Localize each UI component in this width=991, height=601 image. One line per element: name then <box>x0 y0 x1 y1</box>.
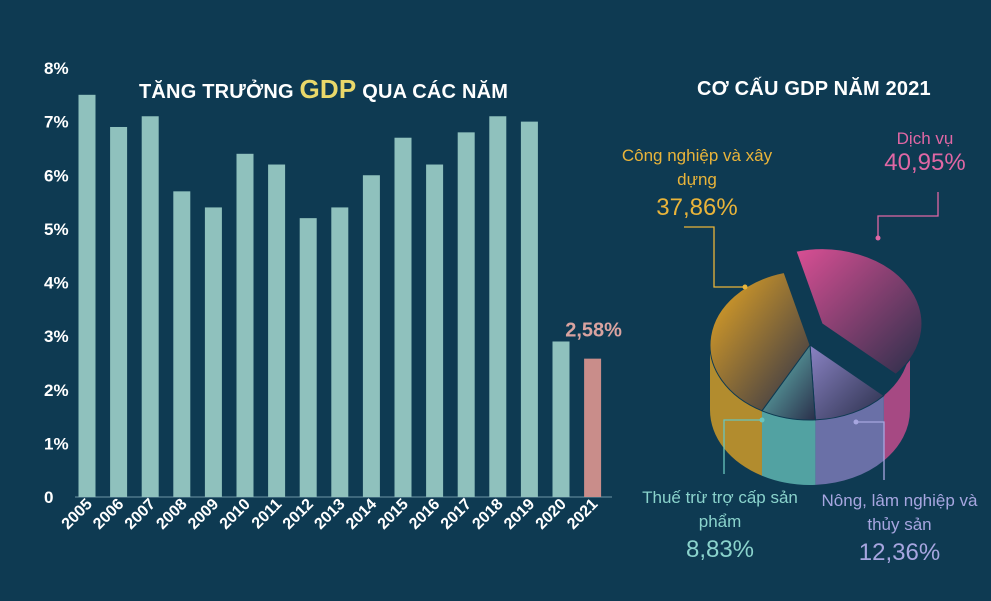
bar-2010 <box>236 153 254 498</box>
bar-2016 <box>426 164 444 497</box>
bar-2015 <box>394 137 412 497</box>
bar-2009 <box>204 207 222 498</box>
pie-label-tax-value: 8,83% <box>685 536 755 563</box>
bar-2011 <box>268 164 286 497</box>
bar-2005 <box>78 94 96 497</box>
pie-label-agriculture-value: 12,36% <box>858 539 941 566</box>
pie-label-agriculture-name: Nông, lâm nghiệp và thủy sản <box>821 491 978 534</box>
bar-2006 <box>110 126 128 498</box>
y-tick-label: 4% <box>44 274 69 293</box>
y-tick-label: 7% <box>44 113 69 132</box>
pie-side-1 <box>815 395 884 485</box>
leader-line-3 <box>856 421 885 480</box>
pie-label-agriculture: Nông, lâm nghiệp và thủy sản 12,36% <box>812 489 987 565</box>
pie-slice-3 <box>709 271 811 412</box>
bar-2013 <box>331 207 349 498</box>
pie-label-industry-name: Công nghiệp và xây dựng <box>621 146 773 189</box>
y-tick-label: 1% <box>44 434 69 453</box>
bar-2021 <box>584 358 602 497</box>
y-tick-label: 0 <box>44 488 53 507</box>
y-tick-label: 6% <box>44 166 69 185</box>
pie-side-0 <box>883 345 910 461</box>
leader-dot-1 <box>875 235 881 241</box>
bar-2017 <box>457 132 475 497</box>
y-tick-label: 8% <box>44 59 69 78</box>
pie-chart-title: CƠ CẤU GDP NĂM 2021 <box>697 78 931 100</box>
bar-2014 <box>362 175 380 497</box>
data-label-2021: 2,58% <box>565 320 622 342</box>
pie-label-industry: Công nghiệp và xây dựng 37,86% <box>612 144 782 220</box>
leader-line-1 <box>877 192 939 238</box>
y-tick-label: 2% <box>44 381 69 400</box>
pie-label-industry-value: 37,86% <box>656 194 738 221</box>
leader-line-0 <box>684 226 745 288</box>
leader-line-2 <box>723 419 762 474</box>
y-tick-label: 5% <box>44 220 69 239</box>
pie-label-services-name: Dịch vụ <box>896 129 954 148</box>
pie-label-tax-name: Thuế trừ trợ cấp sản phẩm <box>642 488 798 531</box>
leader-dot-3 <box>853 419 859 425</box>
bar-2008 <box>173 191 191 497</box>
bar-chart-title: TĂNG TRƯỞNG GDP QUA CÁC NĂM <box>139 74 509 104</box>
leader-dot-2 <box>759 417 765 423</box>
bar-2012 <box>299 218 317 497</box>
bar-2020 <box>552 341 570 497</box>
pie-label-services: Dịch vụ 40,95% <box>870 127 980 175</box>
pie-slice-0 <box>795 248 923 375</box>
y-tick-label: 3% <box>44 327 69 346</box>
pie-side-3 <box>710 345 762 476</box>
bar-2018 <box>489 116 507 497</box>
bar-2007 <box>141 116 159 497</box>
bar-2019 <box>520 121 538 497</box>
pie-label-services-value: 40,95% <box>884 149 966 176</box>
pie-slice-1 <box>809 344 885 421</box>
leader-dot-0 <box>742 284 748 290</box>
pie-side-2 <box>761 410 816 485</box>
pie-label-tax: Thuế trừ trợ cấp sản phẩm 8,83% <box>640 486 800 562</box>
